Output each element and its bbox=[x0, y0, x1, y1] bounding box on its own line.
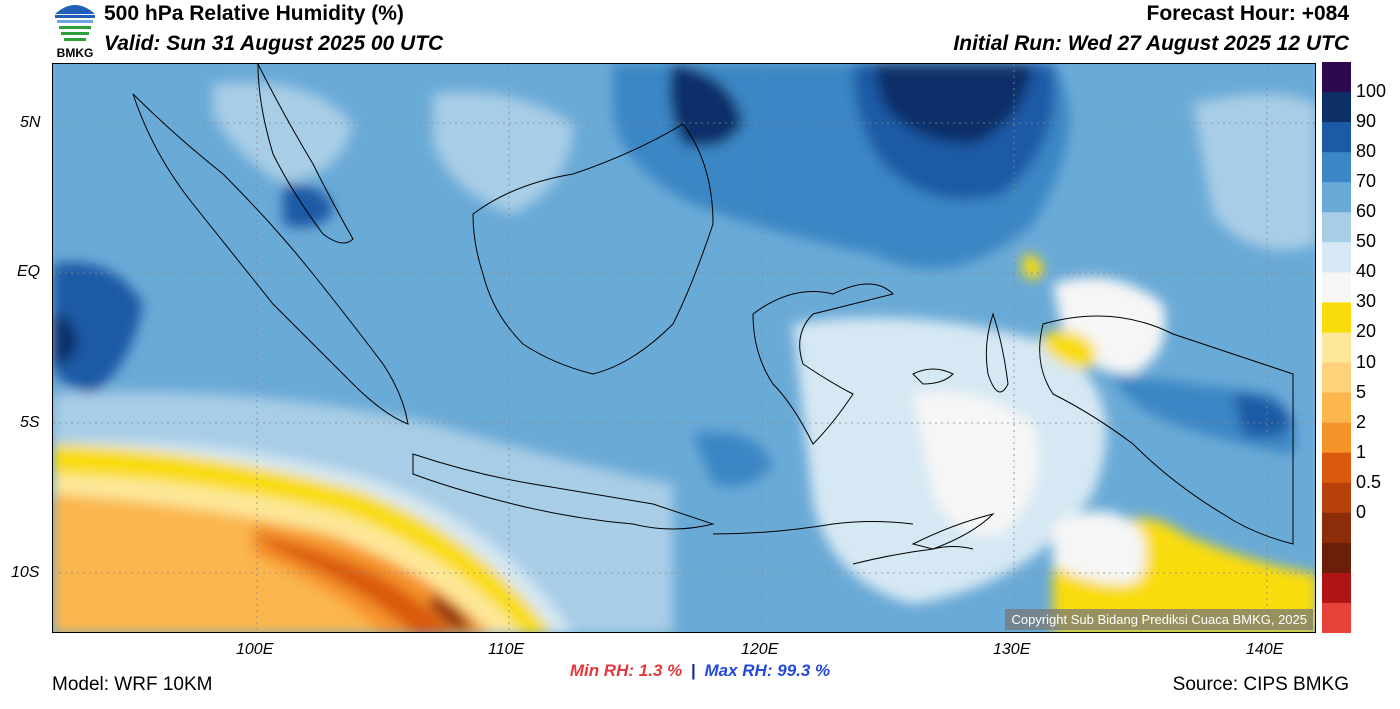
colorbar-swatch bbox=[1322, 482, 1351, 514]
colorbar-swatch bbox=[1322, 602, 1351, 634]
colorbar-swatch bbox=[1322, 302, 1351, 333]
bmkg-logo-icon bbox=[51, 0, 99, 62]
colorbar-swatch bbox=[1322, 572, 1351, 604]
colorbar-swatch bbox=[1322, 122, 1351, 153]
colorbar-swatch bbox=[1322, 242, 1351, 273]
colorbar-swatch bbox=[1322, 92, 1351, 123]
x-tick-110e: 110E bbox=[488, 641, 525, 658]
colorbar-label: 2 bbox=[1356, 411, 1367, 432]
colorbar-swatch bbox=[1322, 512, 1351, 544]
colorbar-label: 60 bbox=[1356, 201, 1377, 222]
colorbar-swatch bbox=[1322, 392, 1351, 424]
max-rh-value: 99.3 % bbox=[777, 661, 831, 680]
colorbar-swatch bbox=[1322, 422, 1351, 454]
x-tick-120e: 120E bbox=[741, 641, 779, 658]
initial-run: Initial Run: Wed 27 August 2025 12 UTC bbox=[953, 32, 1349, 55]
humidity-map: Copyright Sub Bidang Prediksi Cuaca BMKG… bbox=[52, 63, 1316, 633]
map-title: 500 hPa Relative Humidity (%) bbox=[104, 2, 404, 25]
colorbar-label: 20 bbox=[1356, 321, 1377, 342]
colorbar-label: 5 bbox=[1356, 381, 1367, 402]
min-rh-label: Min RH: bbox=[569, 661, 635, 680]
colorbar-label: 40 bbox=[1356, 261, 1377, 282]
source-label: Source: CIPS BMKG bbox=[1172, 674, 1349, 695]
y-tick-5s: 5S bbox=[20, 414, 40, 431]
colorbar-swatch bbox=[1322, 212, 1351, 243]
colorbar-label: 0.5 bbox=[1356, 471, 1382, 492]
copyright-label: Copyright Sub Bidang Prediksi Cuaca BMKG… bbox=[1005, 609, 1313, 630]
colorbar-label: 80 bbox=[1356, 141, 1377, 162]
colorbar-swatch bbox=[1322, 542, 1351, 574]
colorbar-label: 70 bbox=[1356, 171, 1377, 192]
model-label: Model: WRF 10KM bbox=[52, 674, 213, 695]
y-tick-eq: EQ bbox=[17, 263, 41, 280]
valid-time: Valid: Sun 31 August 2025 00 UTC bbox=[104, 32, 444, 55]
colorbar-label: 10 bbox=[1356, 351, 1377, 372]
stats-separator: | bbox=[690, 661, 696, 680]
colorbar-swatch bbox=[1322, 272, 1351, 303]
colorbar-label: 100 bbox=[1356, 81, 1387, 102]
colorbar-swatch bbox=[1322, 152, 1351, 183]
colorbar-swatch bbox=[1322, 332, 1351, 364]
colorbar-label: 90 bbox=[1356, 111, 1377, 132]
forecast-hour: Forecast Hour: +084 bbox=[1146, 2, 1350, 25]
y-tick-5n: 5N bbox=[20, 114, 41, 131]
colorbar-swatch bbox=[1322, 182, 1351, 213]
y-tick-10s: 10S bbox=[11, 564, 40, 581]
logo-text: BMKG bbox=[56, 46, 94, 60]
colorbar-swatch bbox=[1322, 452, 1351, 484]
colorbar-swatch bbox=[1322, 362, 1351, 394]
grid-lines bbox=[53, 64, 1315, 632]
colorbar-swatches bbox=[1322, 62, 1351, 634]
x-tick-100e: 100E bbox=[236, 641, 274, 658]
x-tick-140e: 140E bbox=[1246, 641, 1284, 658]
rh-stats: Min RH: 1.3 % | Max RH: 99.3 % bbox=[0, 661, 1400, 681]
max-rh-label: Max RH: bbox=[704, 661, 773, 680]
min-rh-value: 1.3 % bbox=[638, 661, 683, 680]
colorbar-swatch bbox=[1322, 62, 1351, 93]
humidity-map-canvas bbox=[53, 64, 1315, 632]
colorbar-label: 1 bbox=[1356, 441, 1367, 462]
colorbar bbox=[1322, 62, 1351, 634]
x-tick-130e: 130E bbox=[993, 641, 1031, 658]
colorbar-label: 30 bbox=[1356, 291, 1377, 312]
colorbar-label: 50 bbox=[1356, 231, 1377, 252]
colorbar-label: 0 bbox=[1356, 501, 1367, 522]
coastlines bbox=[132, 64, 1294, 565]
